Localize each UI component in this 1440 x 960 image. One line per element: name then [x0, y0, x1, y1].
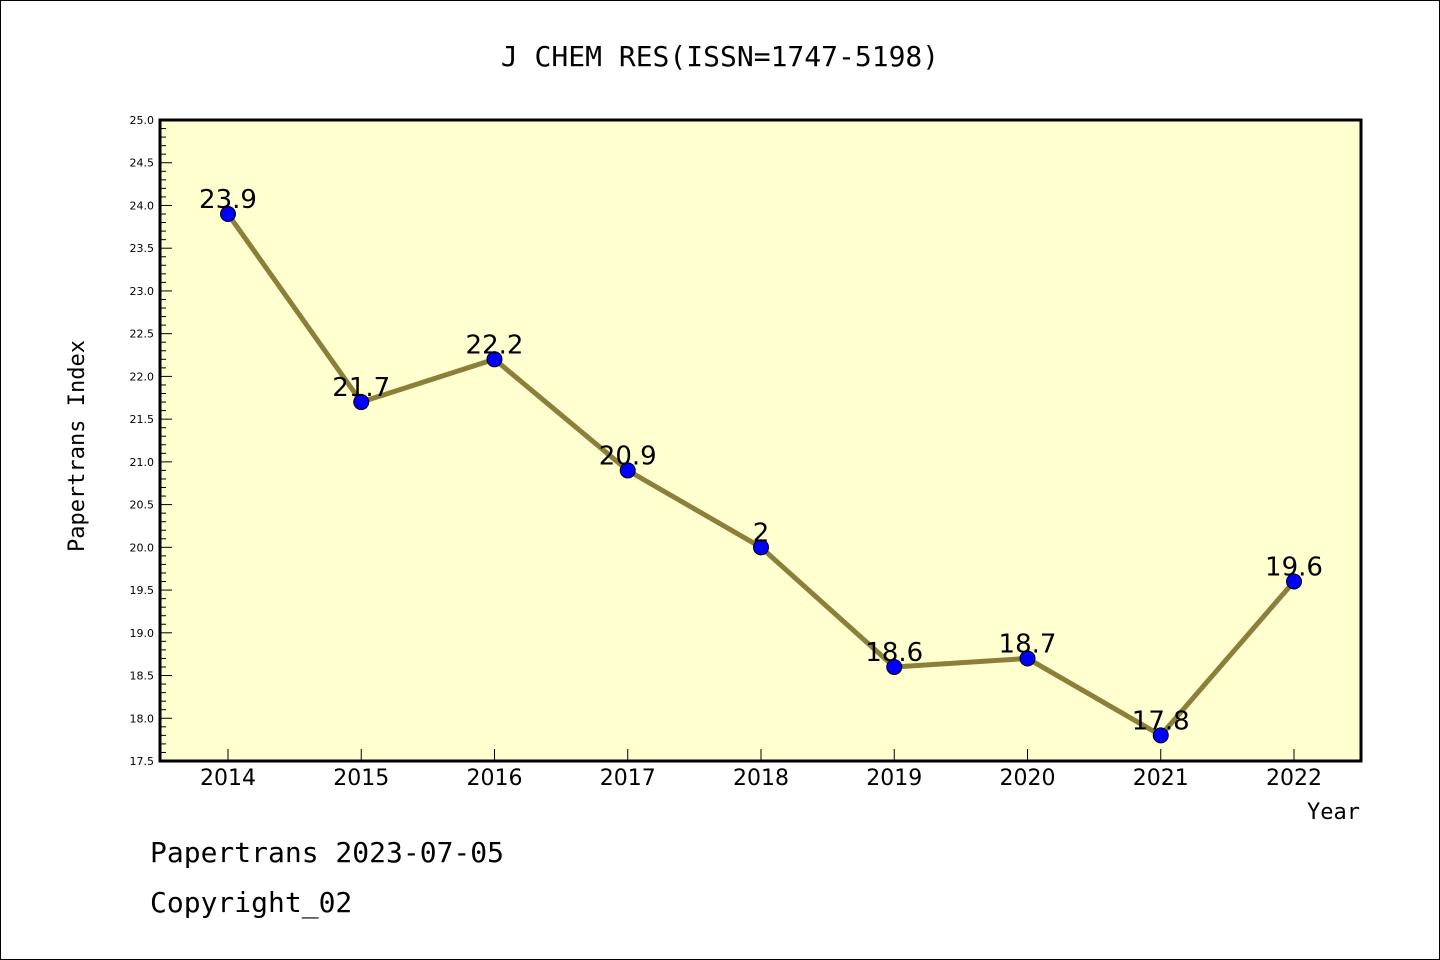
y-tick-label: 18.5 — [130, 670, 155, 683]
y-tick-label: 20.0 — [130, 541, 155, 554]
y-tick-label: 24.5 — [130, 157, 155, 170]
x-tick-label: 2015 — [333, 766, 389, 791]
data-label: 21.7 — [332, 373, 390, 403]
y-axis-label: Papertrans Index — [65, 340, 90, 552]
data-point — [753, 539, 769, 556]
data-point — [1152, 727, 1169, 744]
x-axis: 2014 2015 2016 2017 2018 2019 2020 2021 2022 — [200, 749, 1322, 791]
y-tick-label: 23.5 — [130, 242, 155, 255]
x-tick-label: 2014 — [200, 766, 256, 791]
data-label: 18.6 — [865, 638, 923, 668]
x-tick-label: 2017 — [600, 766, 656, 791]
data-point — [1286, 573, 1302, 590]
y-axis: 17.5 18.0 18.5 19.0 19.5 20.0 20.5 21.0 21.5 22.0… — [130, 114, 172, 768]
y-tick-label: 18.0 — [130, 712, 155, 725]
data-point — [353, 394, 370, 411]
y-tick-label: 21.0 — [130, 456, 155, 469]
y-tick-label: 24.0 — [130, 199, 155, 212]
data-point — [619, 462, 636, 479]
y-tick-label: 21.5 — [130, 413, 155, 426]
chart-title: J CHEM RES(ISSN=1747-5198) — [501, 40, 939, 73]
data-labels: 23.9 21.7 22.2 20.9 2 18.6 18.7 17.8 19.6 — [199, 185, 1323, 736]
x-tick-label: 2022 — [1266, 766, 1322, 791]
series-papertrans-index — [220, 206, 1302, 744]
y-tick-label: 17.5 — [130, 755, 155, 768]
data-label: 18.7 — [999, 629, 1057, 659]
x-tick-label: 2019 — [866, 766, 922, 791]
x-tick-label: 2016 — [467, 766, 523, 791]
data-label: 22.2 — [466, 330, 524, 360]
plot-area — [160, 120, 1361, 761]
x-axis-label: Year — [1307, 800, 1360, 825]
y-tick-label: 23.0 — [130, 285, 155, 298]
data-point — [220, 206, 236, 223]
x-tick-label: 2020 — [1000, 766, 1056, 791]
data-point — [886, 658, 903, 675]
y-tick-label: 25.0 — [130, 114, 155, 127]
data-label: 2 — [753, 518, 770, 548]
plot-border — [158, 118, 1363, 763]
data-label: 19.6 — [1265, 553, 1323, 583]
data-point — [486, 351, 503, 368]
y-tick-label: 19.0 — [130, 627, 155, 640]
y-tick-label: 19.5 — [130, 584, 155, 597]
y-tick-label: 22.5 — [130, 328, 155, 341]
footer-copyright: Copyright_02 — [150, 886, 353, 919]
data-label: 17.8 — [1132, 706, 1190, 736]
footer-date: Papertrans 2023-07-05 — [150, 836, 505, 869]
data-point — [1019, 650, 1036, 667]
x-tick-label: 2018 — [733, 766, 789, 791]
y-tick-label: 20.5 — [130, 499, 155, 512]
x-tick-label: 2021 — [1133, 766, 1189, 791]
y-tick-label: 22.0 — [130, 370, 155, 383]
data-label: 23.9 — [199, 185, 257, 215]
data-label: 20.9 — [599, 441, 657, 471]
